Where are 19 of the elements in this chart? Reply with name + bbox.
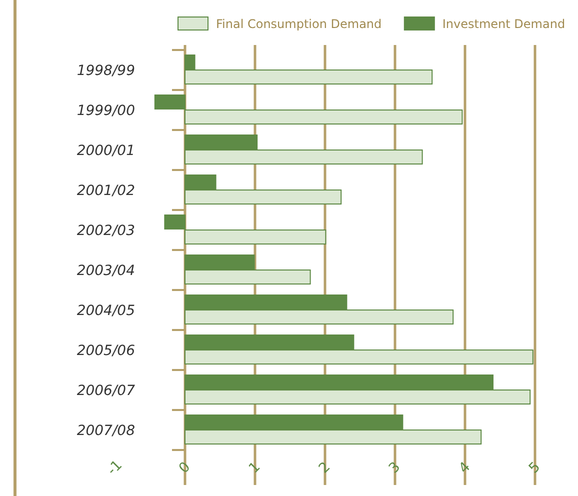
y-tick-label: 2007/08: [76, 423, 136, 439]
y-tick-label: 2002/03: [76, 223, 135, 239]
legend-label: Investment Demand: [442, 17, 566, 31]
x-tick-label: 4: [456, 459, 474, 477]
x-tick-label: 3: [386, 459, 404, 477]
y-tick-label: 2004/05: [76, 303, 136, 319]
y-tick-label: 2003/04: [76, 263, 135, 279]
y-tick-label: 2006/07: [76, 383, 136, 399]
y-tick-label: 2005/06: [76, 343, 136, 359]
legend-label: Final Consumption Demand: [216, 17, 382, 31]
y-tick-label: 2001/02: [76, 183, 136, 199]
y-tick-label: 1999/00: [76, 103, 136, 119]
x-tick-label: 1: [246, 459, 264, 477]
y-tick-label: 2000/01: [76, 143, 135, 159]
x-tick-label: 5: [526, 459, 544, 477]
y-tick-label: 1998/99: [76, 63, 136, 79]
x-tick-label: -1: [104, 457, 126, 478]
x-tick-label: 0: [176, 459, 194, 477]
x-tick-label: 2: [316, 459, 334, 477]
